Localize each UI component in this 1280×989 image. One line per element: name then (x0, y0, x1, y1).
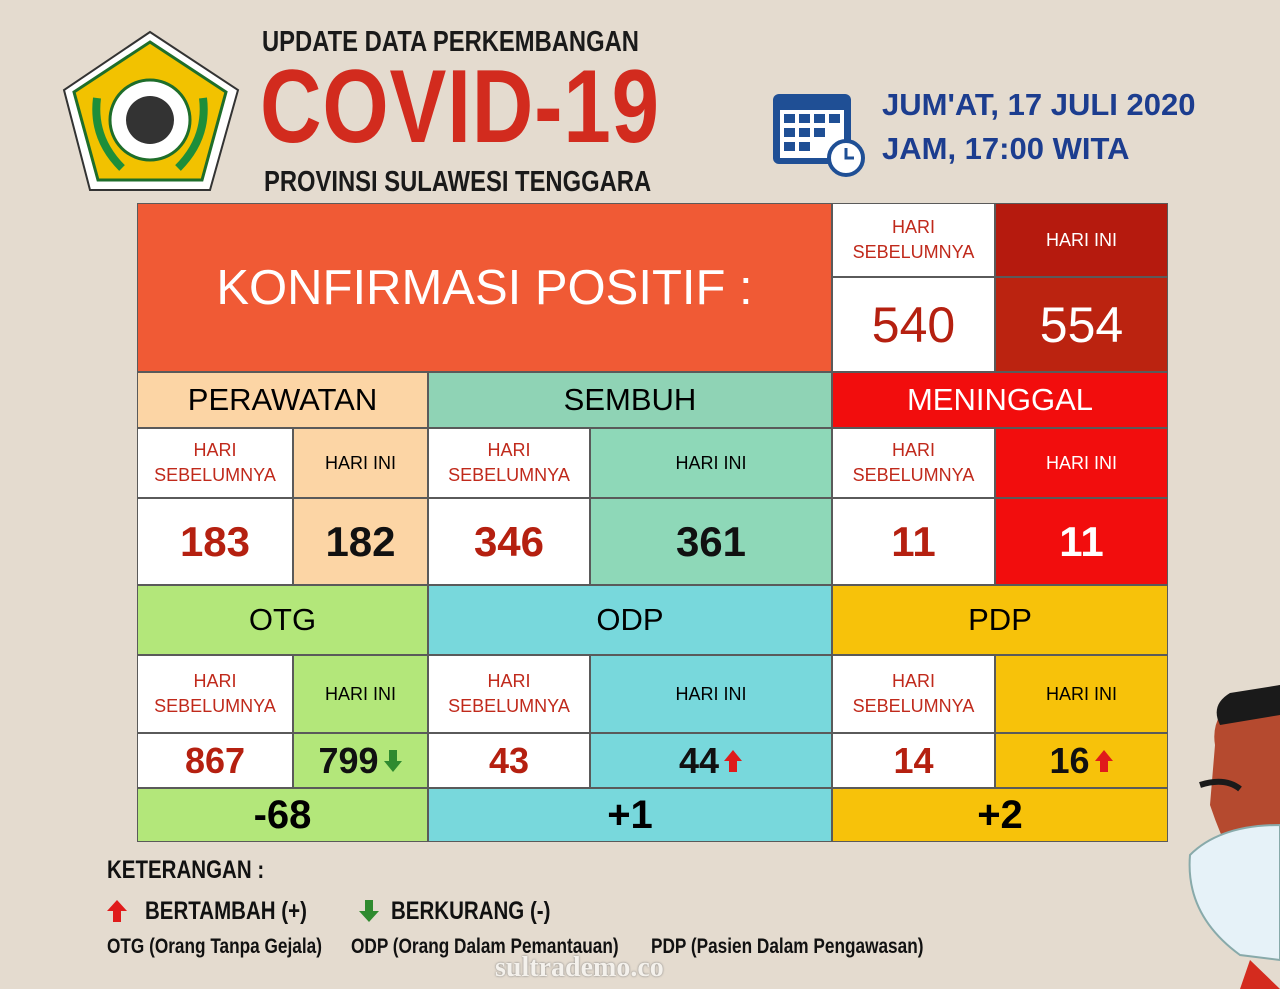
confirmed-previous: 540 (832, 277, 995, 372)
previous-value: 183 (137, 498, 293, 585)
title-top: UPDATE DATA PERKEMBANGAN (262, 26, 639, 58)
section-header: PDP (832, 585, 1168, 655)
legend-title: KETERANGAN : (107, 856, 265, 884)
confirmed-previous-label: HARI SEBELUMNYA (832, 203, 995, 277)
section-header: SEMBUH (428, 372, 832, 428)
section-header: OTG (137, 585, 428, 655)
today-value: 799 (293, 733, 428, 788)
today-value: 361 (590, 498, 832, 585)
section-header: PERAWATAN (137, 372, 428, 428)
title-bottom: PROVINSI SULAWESI TENGGARA (264, 166, 652, 198)
today-label: HARI INI (293, 428, 428, 498)
today-value: 16 (995, 733, 1168, 788)
today-label: HARI INI (995, 655, 1168, 733)
illustration (1188, 685, 1280, 989)
calendar-icon (773, 94, 865, 177)
previous-value: 43 (428, 733, 590, 788)
previous-value: 867 (137, 733, 293, 788)
previous-label: HARI SEBELUMNYA (428, 428, 590, 498)
previous-label: HARI SEBELUMNYA (428, 655, 590, 733)
previous-label: HARI SEBELUMNYA (137, 428, 293, 498)
confirmed-today-label: HARI INI (995, 203, 1168, 277)
watermark: sultrademo.co (495, 952, 664, 983)
today-value: 182 (293, 498, 428, 585)
previous-label: HARI SEBELUMNYA (137, 655, 293, 733)
legend-decrease: BERKURANG (-) (391, 897, 551, 925)
section-header: ODP (428, 585, 832, 655)
up-arrow (724, 749, 743, 772)
today-label: HARI INI (590, 655, 832, 733)
date: JUM'AT, 17 JULI 2020 (882, 87, 1196, 122)
legend-increase: BERTAMBAH (+) (145, 897, 307, 925)
confirmed-today: 554 (995, 277, 1168, 372)
legend-note: PDP (Pasien Dalam Pengawasan) (651, 935, 924, 958)
down-arrow (359, 900, 379, 922)
title-main: COVID-19 (260, 49, 660, 165)
time: JAM, 17:00 WITA (882, 131, 1130, 166)
today-label: HARI INI (293, 655, 428, 733)
today-value: 44 (590, 733, 832, 788)
up-arrow (1094, 749, 1113, 772)
legend-note: OTG (Orang Tanpa Gejala) (107, 935, 322, 958)
previous-label: HARI SEBELUMNYA (832, 428, 995, 498)
down-arrow (383, 749, 402, 772)
change-value: +2 (832, 788, 1168, 842)
today-label: HARI INI (590, 428, 832, 498)
previous-value: 11 (832, 498, 995, 585)
section-header: MENINGGAL (832, 372, 1168, 428)
today-value: 11 (995, 498, 1168, 585)
confirmed-label: KONFIRMASI POSITIF : (137, 203, 832, 372)
logo (62, 30, 240, 191)
previous-value: 14 (832, 733, 995, 788)
today-label: HARI INI (995, 428, 1168, 498)
previous-value: 346 (428, 498, 590, 585)
change-value: +1 (428, 788, 832, 842)
change-value: -68 (137, 788, 428, 842)
up-arrow (107, 900, 127, 922)
legend-note: ODP (Orang Dalam Pemantauan) (351, 935, 619, 958)
previous-label: HARI SEBELUMNYA (832, 655, 995, 733)
